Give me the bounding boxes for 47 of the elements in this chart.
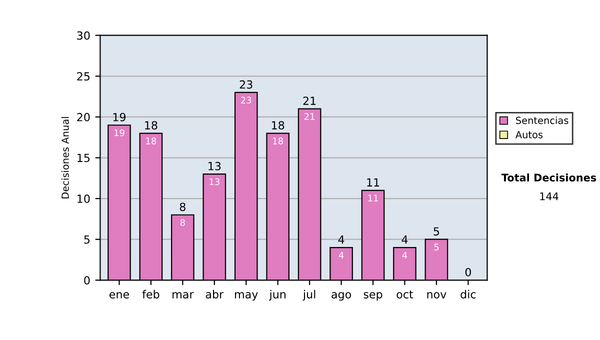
- data-label: 13: [210, 178, 220, 186]
- x-tick-label: jul: [302, 290, 316, 301]
- legend-label: Autos: [515, 131, 543, 138]
- total-label: 4: [338, 235, 344, 244]
- x-tick-label: feb: [142, 290, 160, 298]
- total-label: 8: [180, 202, 186, 212]
- total-label: 4: [402, 235, 408, 244]
- data-label: 21: [304, 113, 314, 120]
- legend-label: Sentencias: [516, 116, 568, 124]
- y-tick-label: 0: [84, 276, 90, 285]
- x-tick-label: abr: [206, 290, 224, 298]
- data-label: 11: [368, 194, 378, 202]
- total-label: 18: [145, 121, 158, 130]
- x-tick-label: dic: [460, 290, 476, 298]
- total-label: 23: [240, 80, 252, 89]
- data-label: 8: [180, 219, 185, 226]
- x-tick-label: ene: [109, 292, 129, 298]
- x-tick-label: mar: [172, 292, 194, 298]
- total-label: 13: [208, 162, 221, 170]
- total-label: 18: [272, 121, 284, 130]
- data-label: 4: [402, 252, 408, 258]
- x-tick-label: jun: [269, 290, 286, 301]
- text: Total Decisiones: [501, 173, 596, 182]
- x-tick-label: nov: [427, 292, 446, 298]
- text: 144: [540, 192, 558, 200]
- y-tick-label: 5: [84, 235, 90, 244]
- total-label: 11: [367, 178, 380, 186]
- data-label: 4: [338, 252, 344, 258]
- data-label: 19: [114, 129, 124, 136]
- y-tick-label: 15: [78, 154, 90, 162]
- x-tick-label: sep: [364, 292, 382, 301]
- y-tick-label: 25: [77, 72, 90, 81]
- total-label: 19: [113, 112, 126, 122]
- y-tick-label: 20: [77, 112, 90, 122]
- data-label: 23: [241, 96, 252, 104]
- total-label: 5: [434, 227, 440, 236]
- data-label: 5: [434, 244, 439, 250]
- data-label: 18: [146, 138, 156, 144]
- x-tick-label: oct: [396, 290, 414, 298]
- x-tick-label: may: [235, 292, 258, 301]
- x-tick-label: ago: [332, 292, 352, 301]
- total-label: 0: [465, 268, 471, 276]
- y-tick-label: 30: [77, 31, 90, 40]
- total-label: 21: [303, 96, 316, 105]
- data-label: 18: [273, 138, 283, 144]
- y-tick-label: 10: [78, 194, 90, 203]
- y-axis-title: Decisiones Anual: [61, 117, 69, 198]
